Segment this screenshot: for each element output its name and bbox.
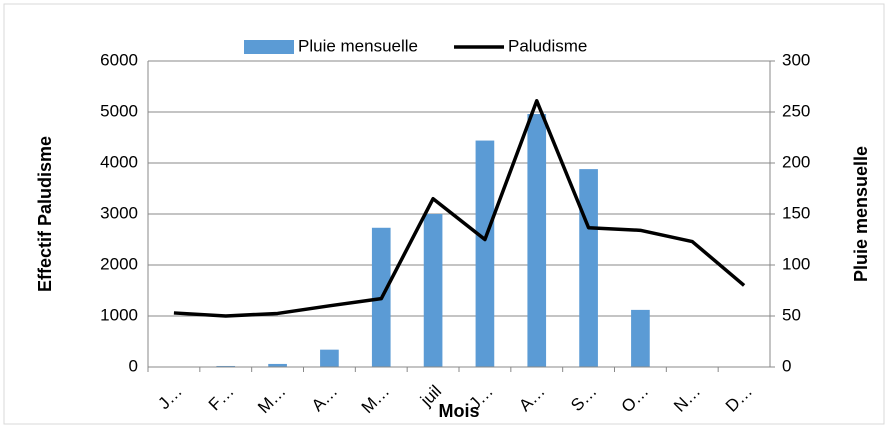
y2-tick-label: 300 (782, 50, 810, 69)
legend-label: Paludisme (508, 36, 587, 55)
y2-axis-title: Pluie mensuelle (851, 146, 871, 282)
y2-tick-label: 150 (782, 203, 810, 222)
line (173, 99, 746, 318)
bar (579, 169, 598, 367)
bar (475, 140, 495, 367)
x-axis-title: Mois (438, 401, 479, 421)
y-tick-label: 4000 (100, 152, 138, 171)
bar (216, 365, 236, 367)
y-axis-title: Effectif Paludisme (35, 136, 55, 292)
legend-label: Pluie mensuelle (298, 36, 418, 55)
y2-tick-label: 250 (782, 101, 810, 120)
y2-tick-label: 200 (782, 152, 810, 171)
bar (423, 214, 443, 367)
y2-tick-label: 50 (782, 305, 801, 324)
y-tick-label: 1000 (100, 305, 138, 324)
bar (268, 363, 287, 367)
bar (527, 114, 547, 367)
y-tick-label: 0 (129, 356, 138, 375)
y-tick-label: 5000 (100, 101, 138, 120)
y2-tick-label: 0 (782, 356, 791, 375)
y2-tick-label: 100 (782, 254, 810, 273)
y-tick-label: 2000 (100, 254, 138, 273)
y-tick-label: 3000 (100, 203, 138, 222)
bar (631, 309, 650, 367)
bar (320, 349, 339, 367)
y-tick-label: 6000 (100, 50, 138, 69)
legend-swatch (244, 40, 294, 54)
